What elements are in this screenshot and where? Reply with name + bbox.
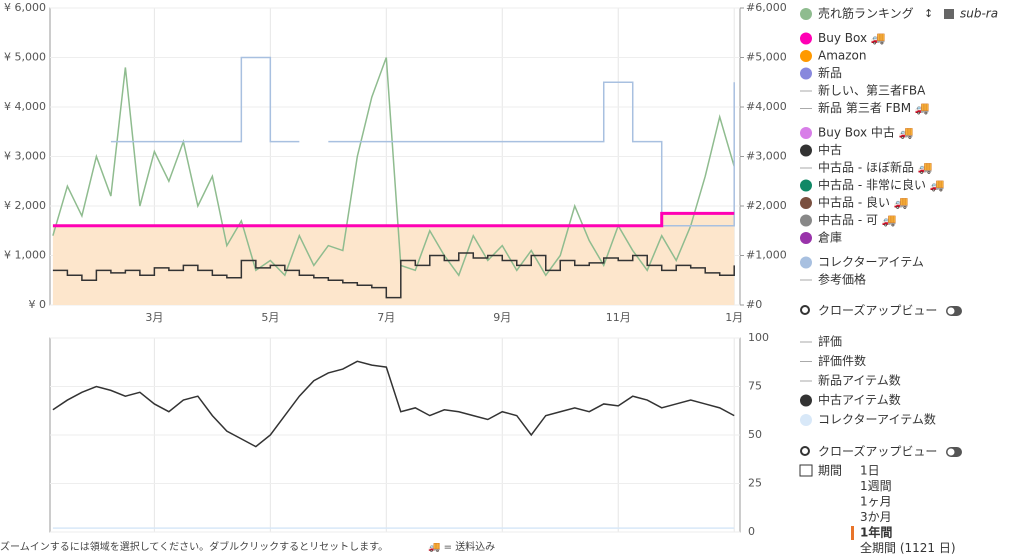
y2-tick-label: #4,000 — [746, 100, 787, 113]
y2-tick-label: #0 — [746, 298, 762, 311]
footer-note: 🚚 = 送料込み — [428, 540, 495, 553]
calendar-icon — [799, 464, 813, 477]
y-tick-label: ¥ 2,000 — [4, 199, 46, 212]
search-icon — [800, 305, 810, 315]
period-option[interactable]: 全期間 (1121 日) — [860, 540, 956, 555]
y-tick-label: ¥ 4,000 — [4, 100, 46, 113]
legend-dot — [800, 50, 812, 62]
legend-label[interactable]: Buy Box 🚚 — [818, 31, 886, 45]
legend-dot — [800, 67, 812, 80]
y-tick-label: ¥ 1,000 — [4, 249, 46, 262]
legend-label[interactable]: 新品 — [818, 65, 842, 80]
series-area — [52, 213, 735, 305]
y2-tick-label: #5,000 — [746, 51, 787, 64]
footer-hint: ズームインするには領域を選択してください。ダブルクリックするとリセットします。 — [0, 540, 388, 553]
legend-label[interactable]: 中古アイテム数 — [818, 392, 901, 407]
period-selected-bar — [851, 526, 854, 540]
x-tick-label: 7月 — [377, 311, 395, 324]
legend-dot — [800, 214, 812, 227]
period-option[interactable]: 1週間 — [860, 479, 892, 493]
legend-label[interactable]: Amazon — [818, 49, 867, 63]
network-icon — [944, 9, 954, 19]
closeup-label: クローズアップビュー — [818, 444, 937, 459]
period-option[interactable]: 1日 — [860, 464, 880, 478]
legend-label[interactable]: 新しい、第三者FBA — [818, 83, 926, 98]
legend-dot — [800, 179, 812, 192]
x-tick-label: 1月 — [725, 311, 743, 324]
legend-label[interactable]: 中古品 - 良い 🚚 — [818, 195, 909, 210]
legend-label[interactable]: 参考価格 — [818, 272, 866, 287]
x-tick-label: 11月 — [606, 311, 631, 324]
period-label: 期間 — [818, 464, 842, 478]
legend-label[interactable]: 売れ筋ランキング — [818, 6, 914, 21]
legend-dot — [800, 232, 812, 244]
period-option[interactable]: 1年間 — [860, 525, 892, 540]
legend-dot — [800, 127, 812, 139]
y2-tick-label: #6,000 — [746, 1, 787, 14]
legend-label[interactable]: 中古 — [818, 142, 842, 157]
series-line — [52, 252, 735, 299]
y-tick-label: 100 — [748, 331, 769, 344]
legend-dot — [800, 197, 812, 209]
y-tick-label: 25 — [748, 477, 762, 490]
legend-label[interactable]: コレクターアイテム — [818, 255, 924, 269]
series-line — [110, 56, 735, 227]
toggle-knob — [947, 448, 955, 456]
x-tick-label: 3月 — [145, 311, 163, 324]
top-chart: 3月 5月 7月 9月 11月 1月 ¥ 0 ¥ 1,000 ¥ 2,000 ¥ 3,000 ¥ 4… — [4, 1, 787, 324]
legend-label[interactable]: Buy Box 中古 🚚 — [818, 125, 914, 140]
y-tick-label: 0 — [748, 525, 755, 538]
series-line — [52, 211, 735, 228]
legend-label[interactable]: 中古品 - 非常に良い 🚚 — [818, 177, 945, 192]
closeup-label: クローズアップビュー — [818, 303, 937, 318]
legend-dot — [800, 32, 812, 45]
y-tick-label: ¥ 6,000 — [4, 1, 46, 14]
period-option[interactable]: 3か月 — [860, 510, 892, 524]
legend-label[interactable]: 評価件数 — [818, 353, 866, 368]
legend-label[interactable]: 倉庫 — [818, 230, 842, 245]
y2-tick-label: #3,000 — [746, 150, 787, 163]
series-line — [52, 360, 735, 448]
y-tick-label: ¥ 0 — [29, 298, 47, 311]
legend-label[interactable]: 中古品 - ほぼ新品 🚚 — [818, 160, 933, 175]
legend-label[interactable]: 新品アイテム数 — [818, 373, 901, 388]
period-option[interactable]: 1ヶ月 — [860, 495, 892, 509]
legend-label[interactable]: 新品 第三者 FBM 🚚 — [818, 100, 930, 115]
legend-dot — [800, 144, 812, 157]
x-tick-label: 9月 — [493, 311, 511, 324]
legend-panel: 売れ筋ランキング ↕ sub-ra Buy Box 🚚 Amazon 新品新しい、第三者F… — [799, 6, 998, 555]
y-tick-label: ¥ 5,000 — [4, 51, 46, 64]
y-tick-label: ¥ 3,000 — [4, 150, 46, 163]
y2-tick-label: #2,000 — [746, 199, 787, 212]
legend-tag: sub-ra — [960, 7, 998, 21]
bottom-chart: 0 25 50 75 100 — [50, 331, 769, 538]
legend-dot — [800, 256, 812, 269]
sort-icon: ↕ — [924, 7, 933, 20]
legend-label[interactable]: コレクターアイテム数 — [818, 412, 936, 427]
series-line — [52, 57, 735, 277]
legend-label[interactable]: 中古品 - 可 🚚 — [818, 212, 897, 227]
y-tick-label: 75 — [748, 380, 762, 393]
legend-dot — [800, 394, 812, 407]
y2-tick-label: #1,000 — [746, 249, 787, 262]
legend-dot — [800, 8, 812, 20]
y-tick-label: 50 — [748, 428, 762, 441]
toggle-knob — [947, 307, 955, 315]
search-icon — [800, 446, 810, 456]
legend-label[interactable]: 評価 — [818, 334, 842, 349]
legend-dot — [800, 414, 812, 426]
x-tick-label: 5月 — [261, 311, 279, 324]
